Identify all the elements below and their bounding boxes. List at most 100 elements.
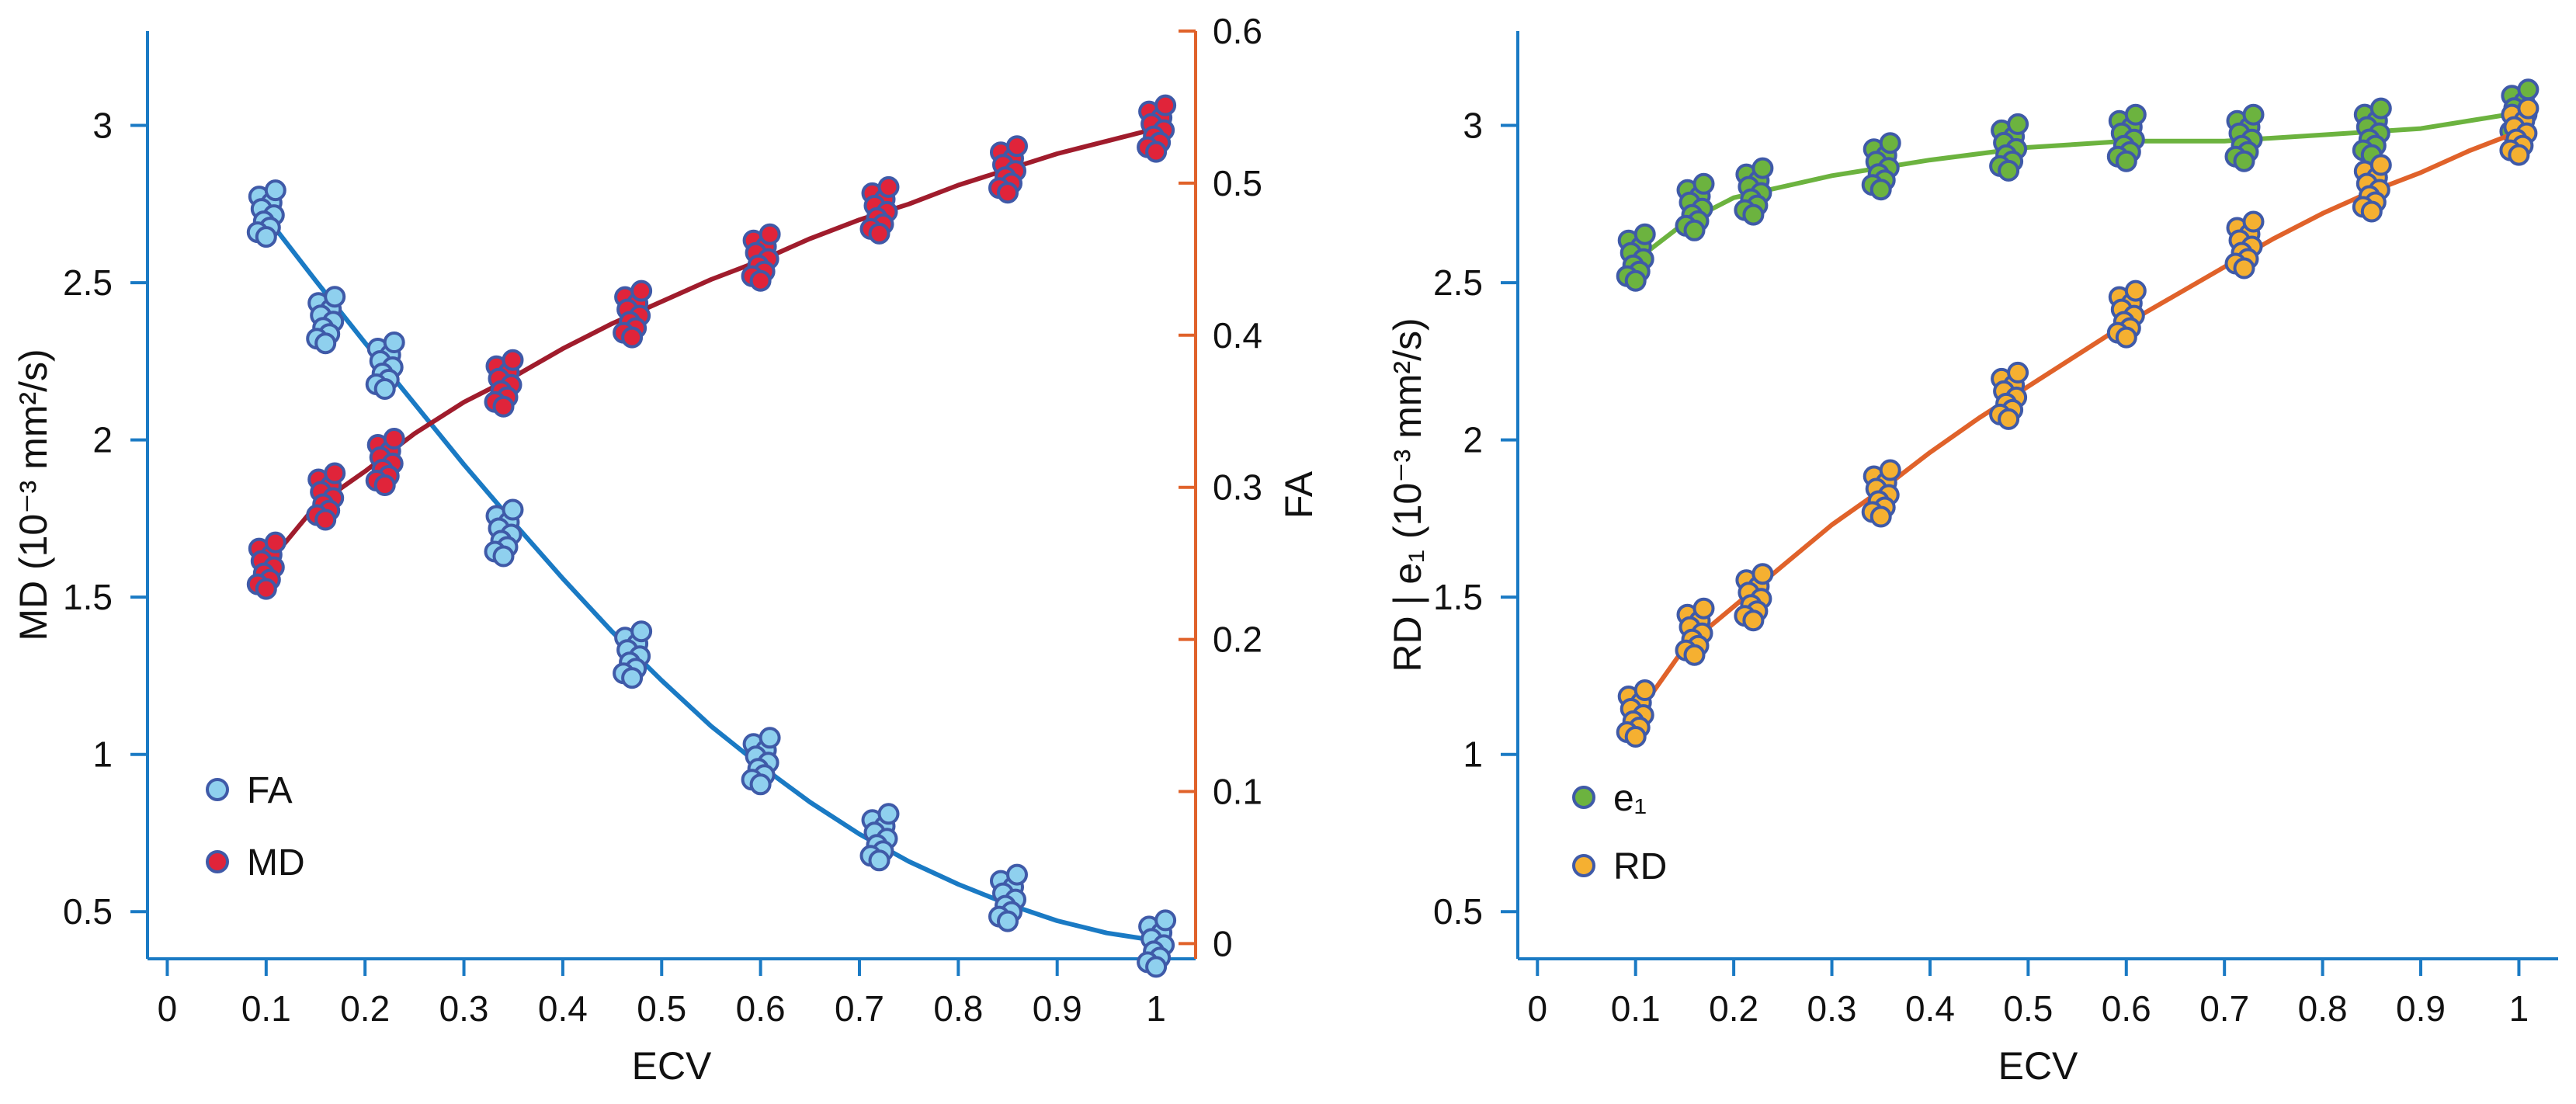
md-point [492,395,515,418]
e1-point [1742,203,1765,226]
e1-point [1633,223,1656,245]
fa-point-cluster [365,332,405,400]
y-tick-label: 2 [92,420,113,460]
e1-point [1998,159,2020,182]
rd-point-cluster [2106,279,2147,349]
e1-point-cluster [1675,172,1715,241]
rd-point [1683,644,1706,666]
fa-point-cluster [613,620,653,689]
md-point [383,428,405,450]
fa-point [621,667,644,689]
x-tick-label: 0.9 [2396,988,2446,1029]
y-axis-label: RD | e₁ (10⁻³ mm²/s) [1386,318,1429,672]
y-tick-label: 3 [92,106,113,146]
legend-label-md: MD [247,842,305,884]
x-tick-label: 0.9 [1033,988,1082,1029]
rd-point-cluster [1616,679,1656,748]
x-tick-label: 0 [158,988,178,1029]
y-tick-label-right: 0.1 [1213,772,1262,812]
rd-point-cluster [1675,597,1715,666]
y-axis-label: MD (10⁻³ mm²/s) [12,349,55,641]
y-axis-label-right: FA [1277,470,1321,519]
rd-curve [1633,129,2522,720]
y-tick-label: 3 [1463,106,1483,146]
fa-point [324,286,346,308]
x-tick-label: 0.2 [340,988,390,1029]
rd-point [2242,210,2265,233]
rd-point [1879,459,1901,481]
fa-point [373,378,396,400]
rd-point-cluster [1989,361,2029,430]
e1-point [2517,78,2540,101]
x-tick-label: 1 [2509,988,2529,1029]
panel-left: 0 0.1 0.2 0.3 0.4 0.5 0.6 0.7 0.8 0.9 1 0.5 1 1.5 2 2.5… [12,11,1321,1088]
md-point [1154,94,1177,116]
fa-point [502,498,524,521]
y-tick-label: 0.5 [63,891,113,932]
rd-point [1998,408,2020,430]
fa-point [255,226,277,248]
rd-point [2517,97,2540,120]
e1-point [1879,132,1901,154]
y-tick-label: 1 [1463,734,1483,775]
y-tick-label: 1 [92,734,113,775]
fa-point [630,620,653,643]
fa-point-cluster [246,179,286,248]
rd-point-cluster [1734,563,1774,632]
y-tick-label-right: 0.5 [1213,163,1262,203]
md-point-cluster [1137,94,1177,163]
rd-point [2124,279,2147,302]
x-tick-label: 0.8 [2298,988,2348,1029]
md-point [749,269,772,292]
fa-point [1145,956,1168,978]
md-point [255,578,277,600]
md-point [373,474,396,496]
e1-point-cluster [2224,103,2265,172]
md-point [264,531,286,554]
md-point [877,175,900,198]
rd-point [1624,726,1647,748]
md-point [324,462,346,484]
fa-point [383,332,405,353]
y-tick-label: 2.5 [1433,262,1483,303]
fa-point [759,727,781,749]
e1-point-cluster [2352,97,2392,166]
e1-point-cluster [1616,223,1656,292]
fa-point [1006,863,1028,886]
e1-point [2124,103,2147,126]
y-tick-label-right: 0.2 [1213,620,1262,660]
fa-curve [263,214,1159,943]
fa-point [868,849,890,872]
e1-curve [1633,110,2522,263]
x-tick-label: 0.6 [2102,988,2151,1029]
md-point-cluster [306,462,346,531]
x-axis-label: ECV [632,1044,712,1088]
md-point-cluster [741,223,781,292]
y-tick-label: 1.5 [63,577,113,617]
md-point [997,182,1019,204]
e1-point [2007,113,2029,135]
fa-point-cluster [859,803,900,872]
e1-point [1751,157,1774,179]
e1-point-cluster [1861,132,1901,201]
x-tick-label: 0.5 [2003,988,2053,1029]
rd-point-cluster [1861,459,1901,528]
fa-point [1154,909,1177,932]
md-point-cluster [613,279,653,349]
x-tick-label: 0.7 [835,988,884,1029]
md-point [621,326,644,349]
rd-point [2233,257,2255,279]
x-tick-label: 0.6 [736,988,786,1029]
e1-point [1624,269,1647,292]
y-tick-label: 2.5 [63,262,113,303]
e1-point [2242,103,2265,126]
rd-point [1692,597,1715,620]
x-tick-label: 1 [1146,988,1166,1029]
legend-marker-fa [206,778,229,801]
y-tick-label-right: 0.6 [1213,11,1262,51]
md-point [502,349,524,371]
fa-point-cluster [741,727,781,796]
md-point-cluster [859,175,900,245]
